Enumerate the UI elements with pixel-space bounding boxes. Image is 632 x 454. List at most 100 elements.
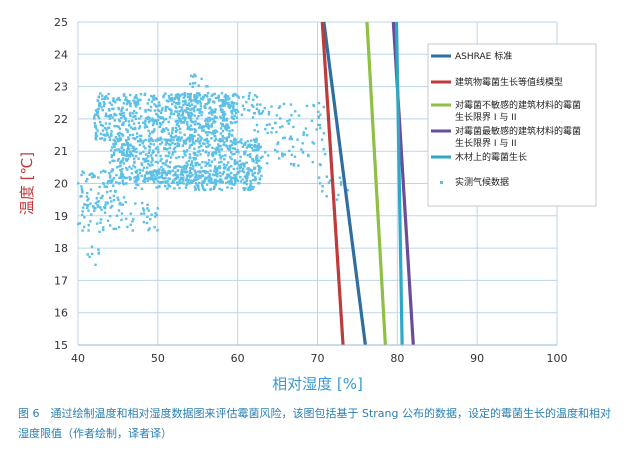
data-point — [277, 106, 281, 109]
data-point — [219, 144, 222, 148]
data-point — [243, 108, 246, 111]
data-point — [156, 161, 160, 164]
data-point — [199, 139, 202, 142]
data-point — [241, 178, 244, 181]
data-point — [118, 181, 121, 185]
data-point — [176, 142, 179, 145]
data-point — [172, 174, 175, 177]
data-point — [144, 177, 147, 181]
data-point — [212, 187, 216, 191]
data-point — [169, 108, 172, 112]
data-point — [246, 140, 249, 143]
data-point — [251, 157, 254, 161]
data-point — [221, 104, 225, 108]
data-point — [207, 127, 210, 130]
data-point — [245, 183, 248, 186]
data-point — [122, 151, 125, 155]
data-point — [108, 161, 112, 164]
data-point — [248, 185, 252, 189]
data-point — [152, 149, 155, 152]
data-point — [139, 140, 143, 143]
data-point — [126, 225, 129, 229]
data-point — [218, 139, 222, 143]
data-point — [243, 181, 247, 184]
data-point — [232, 94, 235, 98]
data-point — [234, 111, 238, 115]
data-point — [267, 113, 271, 116]
data-point — [156, 180, 159, 183]
data-point — [231, 129, 234, 132]
data-point — [142, 139, 145, 143]
data-point — [278, 126, 282, 129]
data-point — [196, 122, 199, 125]
data-point — [118, 176, 121, 180]
data-point — [207, 98, 210, 101]
data-point — [144, 123, 147, 127]
data-point — [149, 172, 152, 175]
data-point — [257, 182, 260, 185]
data-point — [124, 119, 128, 122]
data-point — [215, 152, 218, 155]
data-point — [157, 172, 160, 175]
data-point — [222, 170, 226, 174]
data-point — [241, 104, 245, 107]
data-point — [210, 179, 213, 182]
data-point — [223, 141, 226, 144]
data-point — [227, 102, 230, 106]
data-point — [251, 173, 255, 177]
data-point — [176, 174, 179, 177]
data-point — [132, 157, 136, 160]
data-point — [247, 186, 250, 190]
data-point — [234, 176, 237, 179]
data-point — [134, 170, 137, 173]
data-point — [120, 116, 123, 120]
data-point — [225, 119, 229, 122]
data-point — [195, 96, 199, 99]
data-point — [213, 169, 216, 173]
data-point — [185, 170, 189, 174]
data-point — [218, 153, 221, 157]
data-point — [224, 99, 227, 102]
data-point — [292, 125, 295, 129]
data-point — [143, 160, 146, 163]
data-point — [104, 114, 107, 118]
legend-label: 生长限界 I 与 II — [455, 137, 517, 149]
data-point — [207, 179, 211, 183]
data-point — [163, 177, 166, 180]
data-point — [327, 181, 331, 185]
data-point — [230, 134, 234, 137]
data-point — [223, 158, 226, 161]
data-point — [109, 179, 112, 182]
data-point — [239, 163, 243, 166]
data-point — [119, 175, 123, 178]
data-point — [101, 97, 104, 101]
data-point — [187, 111, 191, 115]
data-point — [229, 151, 233, 154]
data-point — [102, 104, 106, 108]
data-point — [253, 140, 257, 144]
data-point — [255, 155, 258, 159]
data-point — [98, 230, 101, 233]
data-point — [165, 138, 168, 141]
data-point — [188, 140, 191, 143]
data-point — [227, 126, 231, 129]
data-point — [127, 136, 130, 139]
data-point — [113, 145, 116, 149]
data-point — [254, 177, 257, 181]
data-point — [157, 119, 160, 122]
data-point — [153, 215, 157, 218]
data-point — [212, 129, 215, 133]
data-point — [346, 188, 350, 192]
data-point — [152, 143, 155, 146]
data-point — [115, 148, 118, 151]
data-point — [142, 145, 146, 148]
data-point — [190, 120, 193, 123]
data-point — [92, 206, 95, 209]
data-point — [113, 119, 116, 122]
data-point — [199, 108, 202, 111]
data-point — [175, 101, 179, 105]
data-point — [220, 104, 223, 107]
data-point — [208, 174, 211, 178]
data-point — [196, 154, 199, 157]
data-point — [148, 176, 151, 180]
